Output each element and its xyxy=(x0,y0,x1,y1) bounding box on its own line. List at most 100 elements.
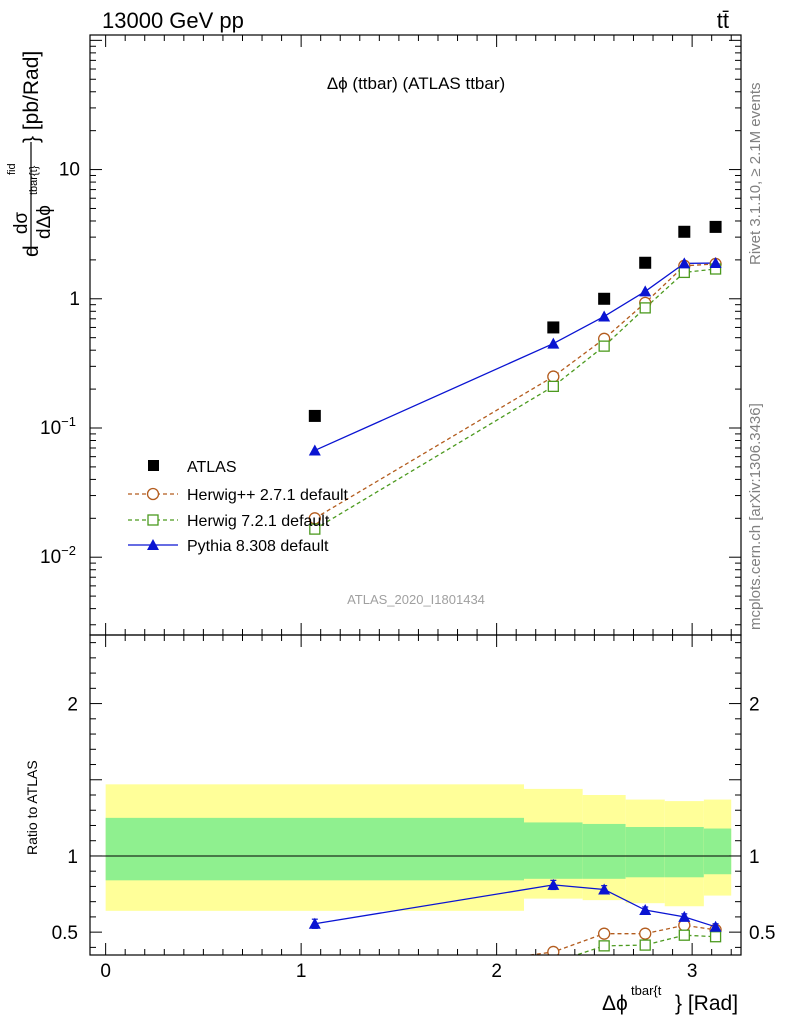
ratio-y-tick-label-right: 1 xyxy=(749,847,760,868)
x-tick-label: 2 xyxy=(491,961,502,982)
ratio-data-point xyxy=(709,920,722,932)
ratio-tick-labels: 0.5 0.5 1 1 2 2 0 1 2 3 xyxy=(52,695,776,982)
main-title: Δϕ (ttbar) (ATLAS ttbar) xyxy=(327,74,505,93)
ratio-data-point xyxy=(639,904,652,916)
main-data-point xyxy=(709,220,722,233)
legend-marker-atlas xyxy=(148,460,159,471)
main-y-tick-label: 10−2 xyxy=(40,543,76,568)
main-y-tick-label: 1 xyxy=(69,289,80,310)
main-data-point xyxy=(598,292,611,305)
main-panel: Δϕ (ttbar) (ATLAS ttbar) ATLAS_2020_I180… xyxy=(6,34,742,636)
main-data-point xyxy=(547,370,560,383)
main-data-point xyxy=(308,444,321,456)
watermark-label: ATLAS_2020_I1801434 xyxy=(347,592,485,607)
x-tick-label: 0 xyxy=(100,961,111,982)
header-left-label: 13000 GeV pp xyxy=(102,8,244,33)
tick-base: 10 xyxy=(40,547,61,568)
ratio-data-point xyxy=(548,958,558,968)
main-data-point xyxy=(639,285,652,297)
header-right-label: tt̄ xyxy=(717,8,729,33)
ratio-series-line xyxy=(574,934,716,955)
tick-exponent: −1 xyxy=(61,414,76,429)
legend-label-herwigpp: Herwig++ 2.7.1 default xyxy=(187,487,349,504)
legend-marker-herwig7 xyxy=(147,514,159,526)
ratio-data xyxy=(308,878,722,994)
main-ticks xyxy=(90,35,741,635)
ratio-inner-band xyxy=(105,817,524,881)
legend-marker-pythia xyxy=(147,539,159,550)
ratio-y-tick-label-left: 1 xyxy=(67,847,78,868)
legend: ATLAS Herwig++ 2.7.1 default Herwig 7.2.… xyxy=(128,459,349,555)
legend-label-herwig7: Herwig 7.2.1 default xyxy=(187,513,330,530)
legend-marker-herwigpp xyxy=(146,487,160,501)
ylabel-units: } [pb/Rad] xyxy=(20,51,43,143)
xlabel-sup: tbar{t xyxy=(631,983,662,998)
main-y-tick-label: 10 xyxy=(59,160,80,181)
ratio-y-tick-label-right: 2 xyxy=(749,695,760,716)
main-data-point xyxy=(678,257,691,269)
rivet-label: Rivet 3.1.10, ≥ 2.1M events xyxy=(747,83,764,266)
ratio-frame xyxy=(89,634,742,956)
main-data-point xyxy=(309,523,321,535)
ratio-y-axis-label: Ratio to ATLAS xyxy=(24,760,40,855)
legend-label-atlas: ATLAS xyxy=(187,459,237,476)
main-data-point xyxy=(547,321,560,334)
main-data-point xyxy=(598,310,611,322)
ratio-panel: 0.5 0.5 1 1 2 2 0 1 2 3 Ratio to ATLAS Δϕ tbar{t … xyxy=(24,634,776,1015)
ratio-data-point xyxy=(678,929,690,941)
main-y-axis-label: d dσ fid dΔϕ tbar{t} } [pb/Rad] xyxy=(6,51,55,257)
main-y-tick-label: 10−1 xyxy=(40,414,76,439)
ratio-data-point xyxy=(309,978,320,989)
xlabel-main: Δϕ xyxy=(602,992,628,1015)
ratio-y-tick-label-left: 0.5 xyxy=(52,923,78,944)
main-data-point xyxy=(639,256,652,269)
ratio-inner-band xyxy=(625,827,665,878)
ratio-data-point xyxy=(547,878,560,890)
ratio-inner-band xyxy=(664,827,704,878)
x-axis-label: Δϕ tbar{t } [Rad] xyxy=(602,983,738,1015)
ratio-data-point xyxy=(310,984,320,994)
ylabel-numerator: dσ xyxy=(11,212,32,235)
ratio-inner-band xyxy=(703,828,732,875)
x-tick-label: 1 xyxy=(296,961,307,982)
legend-label-pythia: Pythia 8.308 default xyxy=(187,538,329,555)
xlabel-tail: } [Rad] xyxy=(675,992,738,1015)
ratio-series-line xyxy=(314,884,716,928)
main-series-line xyxy=(314,262,716,452)
ratio-data-point xyxy=(598,883,611,895)
ratio-ticks xyxy=(90,635,741,955)
main-series-line xyxy=(314,263,716,519)
main-data-point xyxy=(547,380,559,393)
main-data-point xyxy=(639,302,651,314)
ratio-data-point xyxy=(639,927,652,940)
main-data-point xyxy=(547,337,560,349)
ylabel-sup: fid xyxy=(6,163,18,175)
ylabel-sub: tbar{t} xyxy=(28,165,40,195)
ratio-data-point xyxy=(598,940,610,952)
mcplots-label: mcplots.cern.ch [arXiv:1306.3436] xyxy=(747,403,764,630)
main-data xyxy=(308,220,722,535)
ratio-bands xyxy=(90,784,741,911)
ratio-inner-band xyxy=(524,822,583,879)
ratio-data-point xyxy=(308,917,321,929)
ratio-data-point xyxy=(547,945,560,955)
main-data-point xyxy=(678,225,691,238)
ratio-data-point xyxy=(709,931,722,943)
ratio-data-point xyxy=(678,910,691,922)
x-tick-label: 3 xyxy=(687,961,698,982)
ratio-data-point xyxy=(639,939,651,951)
tick-base: 10 xyxy=(40,418,61,439)
ratio-data-point xyxy=(598,927,611,940)
ratio-y-tick-label-right: 0.5 xyxy=(749,923,775,944)
ylabel-denominator: dΔϕ xyxy=(34,205,55,239)
main-data-point xyxy=(678,266,690,279)
main-data-point xyxy=(709,257,722,269)
main-data-point xyxy=(598,340,610,352)
main-data-point xyxy=(308,409,321,422)
ratio-inner-band xyxy=(582,823,626,879)
tick-exponent: −2 xyxy=(61,543,76,558)
ratio-y-tick-label-left: 2 xyxy=(67,695,78,716)
